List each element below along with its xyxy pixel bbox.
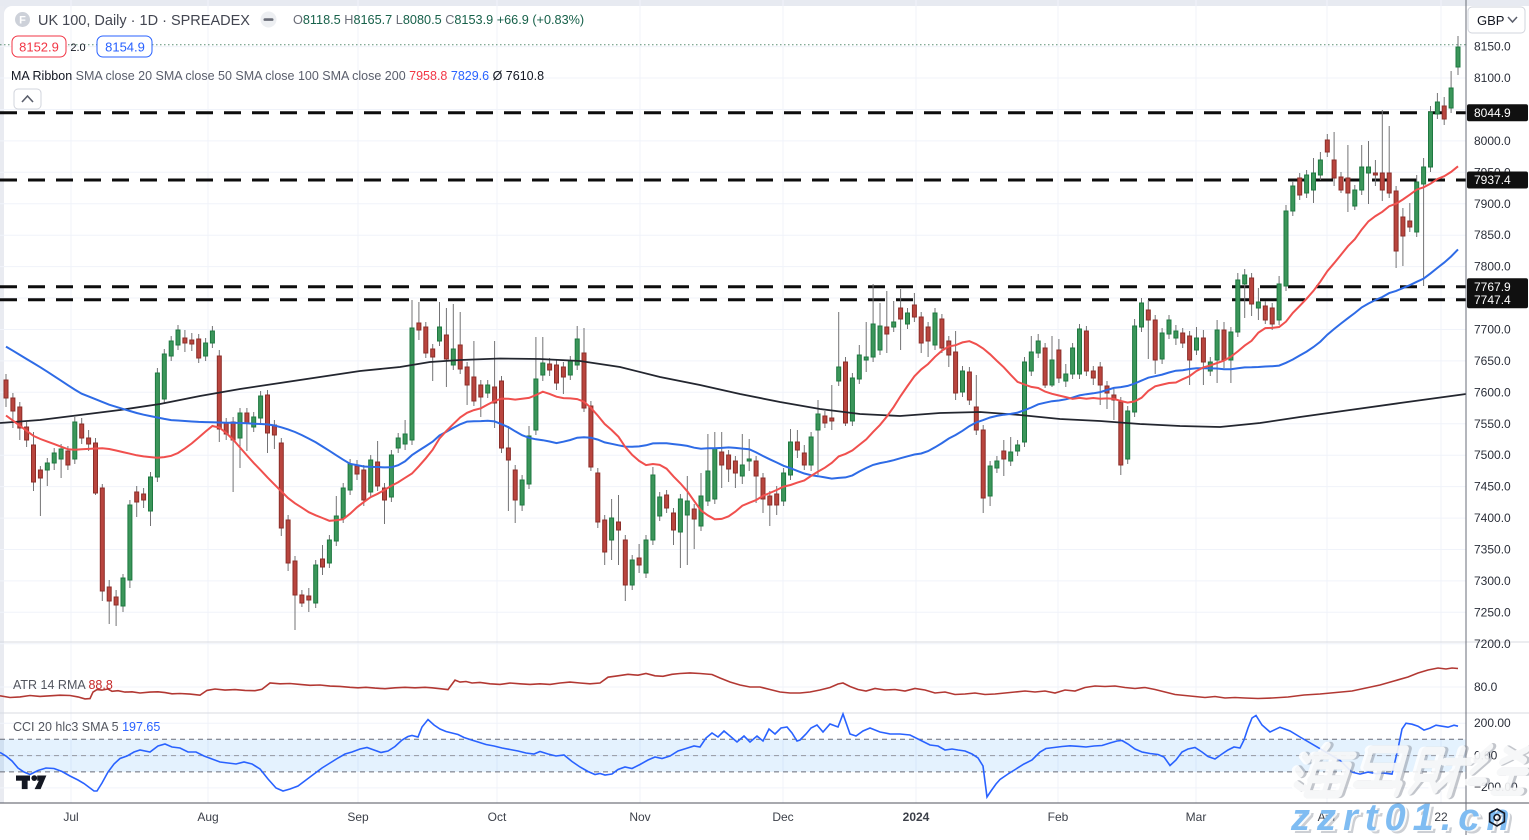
- svg-text:Aug: Aug: [197, 810, 218, 824]
- svg-text:Jul: Jul: [63, 810, 78, 824]
- svg-text:Nov: Nov: [629, 810, 650, 824]
- svg-text:8152.9: 8152.9: [19, 40, 59, 55]
- svg-text:Dec: Dec: [772, 810, 793, 824]
- svg-text:8150.0: 8150.0: [1474, 40, 1511, 54]
- svg-text:22: 22: [1434, 810, 1448, 824]
- svg-text:7250.0: 7250.0: [1474, 605, 1511, 619]
- svg-text:zzrt01.cn: zzrt01.cn: [1290, 797, 1517, 835]
- svg-text:8000.0: 8000.0: [1474, 134, 1511, 148]
- svg-text:8154.9: 8154.9: [105, 40, 145, 55]
- svg-text:7550.0: 7550.0: [1474, 417, 1511, 431]
- svg-text:7500.0: 7500.0: [1474, 448, 1511, 462]
- svg-text:7300.0: 7300.0: [1474, 574, 1511, 588]
- svg-text:7900.0: 7900.0: [1474, 197, 1511, 211]
- svg-text:7200.0: 7200.0: [1474, 637, 1511, 651]
- svg-text:7450.0: 7450.0: [1474, 480, 1511, 494]
- svg-text:7600.0: 7600.0: [1474, 385, 1511, 399]
- svg-text:7937.4: 7937.4: [1474, 173, 1511, 187]
- svg-text:Sep: Sep: [347, 810, 369, 824]
- svg-text:7767.9: 7767.9: [1474, 280, 1511, 294]
- svg-text:2024: 2024: [903, 810, 930, 824]
- svg-text:7850.0: 7850.0: [1474, 228, 1511, 242]
- svg-text:zzrt01.cn: zzrt01.cn: [1292, 798, 1519, 835]
- svg-text:Feb: Feb: [1048, 810, 1069, 824]
- svg-text:CCI 20 hlc3 SMA 5 197.65: CCI 20 hlc3 SMA 5 197.65: [13, 720, 160, 734]
- svg-text:7800.0: 7800.0: [1474, 260, 1511, 274]
- svg-text:7400.0: 7400.0: [1474, 511, 1511, 525]
- svg-text:8100.0: 8100.0: [1474, 71, 1511, 85]
- svg-text:7747.4: 7747.4: [1474, 293, 1511, 307]
- svg-text:Oct: Oct: [488, 810, 507, 824]
- svg-text:2.0: 2.0: [70, 42, 85, 54]
- svg-text:ATR 14 RMA 88.8: ATR 14 RMA 88.8: [13, 678, 113, 692]
- svg-text:Apr: Apr: [1318, 810, 1337, 824]
- svg-text:zzrt01.cn: zzrt01.cn: [1294, 800, 1521, 835]
- svg-text:7700.0: 7700.0: [1474, 323, 1511, 337]
- svg-text:O8118.5 H8165.7 L8080.5 C8153.: O8118.5 H8165.7 L8080.5 C8153.9 +66.9 (+…: [293, 13, 584, 27]
- svg-text:80.0: 80.0: [1474, 680, 1498, 694]
- svg-text:F: F: [19, 15, 26, 27]
- svg-text:Mar: Mar: [1186, 810, 1207, 824]
- svg-text:7350.0: 7350.0: [1474, 543, 1511, 557]
- svg-text:GBP: GBP: [1477, 13, 1504, 28]
- svg-text:200.00: 200.00: [1474, 716, 1511, 730]
- svg-text:7650.0: 7650.0: [1474, 354, 1511, 368]
- svg-text:8044.9: 8044.9: [1474, 106, 1511, 120]
- svg-text:MA Ribbon SMA close 20 SMA clo: MA Ribbon SMA close 20 SMA close 50 SMA …: [11, 69, 544, 83]
- svg-text:UK 100, Daily · 1D · SPREADEX: UK 100, Daily · 1D · SPREADEX: [38, 13, 250, 29]
